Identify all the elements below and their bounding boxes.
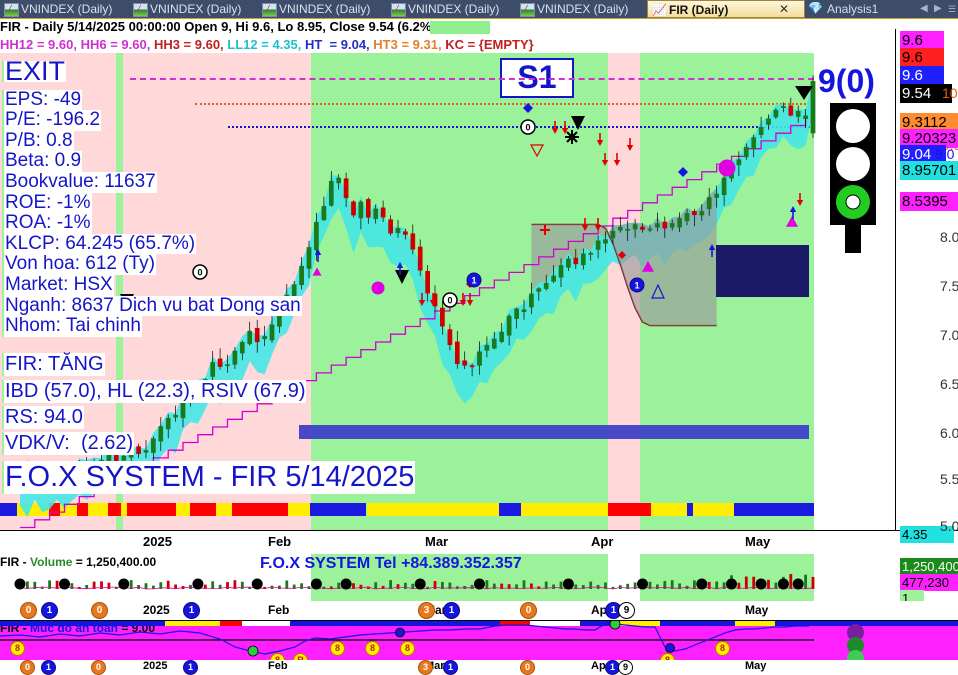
svg-text:1: 1	[634, 281, 639, 291]
svg-text:0: 0	[447, 296, 452, 306]
svg-text:0: 0	[525, 123, 530, 133]
svg-text:1: 1	[471, 276, 476, 286]
